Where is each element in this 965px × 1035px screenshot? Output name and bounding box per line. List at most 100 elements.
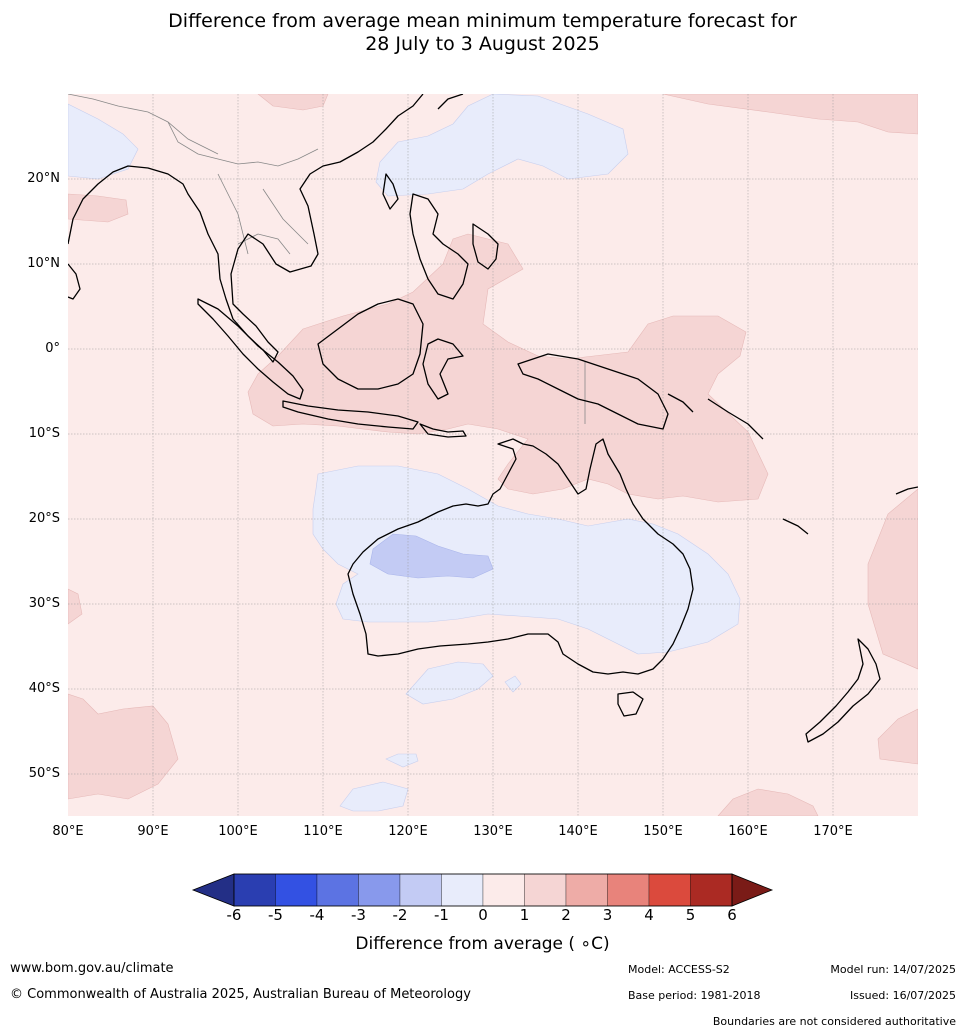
lat-label-20n: 20°N [27, 171, 60, 186]
warm-region-bay-of-bengal [68, 193, 129, 223]
lon-label-170e: 170°E [813, 824, 853, 839]
colorbar-segment [607, 873, 650, 907]
colorbar-tick: -2 [392, 906, 408, 924]
border-china-north [68, 94, 219, 155]
graticule [68, 94, 918, 816]
colorbar-tick: -3 [351, 906, 366, 924]
forecast-map [68, 94, 918, 816]
colorbar-segment [690, 873, 733, 907]
border-laos-vietnam [262, 188, 309, 245]
colorbar-tick: -4 [309, 906, 325, 924]
coastline-fiji [895, 486, 918, 495]
coastline-asia [68, 94, 424, 363]
copyright-text: © Commonwealth of Australia 2025, Austra… [10, 987, 471, 1002]
cool-region-south-china [68, 103, 139, 180]
issued-text: Issued: 16/07/2025 [849, 989, 956, 1002]
colorbar-segment [441, 873, 484, 907]
coastline-new-britain [667, 393, 694, 413]
coastline-borneo [317, 298, 424, 390]
cool-region-western-pacific [375, 94, 629, 197]
colorbar-tick: -1 [434, 906, 449, 924]
coastline-new-caledonia [782, 518, 809, 535]
coastline-mindanao [472, 223, 499, 270]
border-myanmar-thailand [217, 173, 249, 255]
warm-region-north-pacific [662, 94, 918, 135]
colorbar-segment [316, 873, 359, 907]
lat-label-10s: 10°S [28, 426, 60, 441]
colorbar-segment [358, 873, 401, 907]
coastline-taiwan [382, 173, 399, 210]
country-borders [68, 94, 586, 424]
colorbar-segment [648, 873, 691, 907]
lon-label-160e: 160°E [728, 824, 768, 839]
colorbar-tick: 3 [602, 906, 613, 924]
coastline-sumatra [197, 298, 304, 400]
colorbar-tick: 4 [644, 906, 654, 924]
colorbar-segment [233, 873, 276, 907]
coastline-philippines [409, 193, 469, 300]
border-indochina-north [167, 121, 319, 167]
warm-region-north-china [257, 94, 329, 111]
coastline-india [68, 263, 81, 300]
lon-label-100e: 100°E [218, 824, 258, 839]
lon-label-130e: 130°E [473, 824, 513, 839]
lat-label-30s: 30°S [28, 596, 60, 611]
colorbar-segment [524, 873, 567, 907]
cool-anomaly-regions [68, 94, 741, 812]
coastline-sulawesi [422, 338, 464, 400]
map-title: Difference from average mean minimum tem… [0, 10, 965, 56]
border-thailand-cambodia [237, 233, 291, 255]
coastline-australia [347, 438, 694, 675]
colorbar-tick: 5 [685, 906, 696, 924]
warm-region-southeast [877, 708, 918, 765]
lat-label-10n: 10°N [27, 256, 60, 271]
colorbar-tick: -6 [226, 906, 242, 924]
lat-label-equator: 0° [45, 341, 60, 356]
base-period-text: Base period: 1981-2018 [628, 989, 761, 1002]
cool-region-southern-ocean [339, 781, 409, 812]
warm-region-maritime-continent [247, 233, 769, 503]
colorbar [191, 873, 774, 907]
coastline-lesser-sunda [419, 423, 467, 438]
lon-label-90e: 90°E [137, 824, 169, 839]
coastline-korea [437, 94, 464, 110]
coastline-new-guinea [517, 353, 669, 430]
colorbar-outline [233, 873, 733, 907]
colorbar-segment [275, 873, 318, 907]
lat-label-20s: 20°S [28, 511, 60, 526]
colorbar-extend-high [731, 873, 774, 907]
warm-anomaly-regions [68, 94, 918, 816]
lat-label-40s: 40°S [28, 681, 60, 696]
colorbar-tick: 2 [561, 906, 571, 924]
warm-region-southern-indian [68, 693, 179, 800]
colorbar-segment [399, 873, 442, 907]
title-line-2: 28 July to 3 August 2025 [365, 33, 600, 55]
colorbar-label: Difference from average ( ∘C) [355, 934, 610, 954]
colorbar-segments [233, 873, 733, 907]
website-link[interactable]: www.bom.gov.au/climate [10, 961, 174, 976]
colorbar-segment [565, 873, 608, 907]
colorbar-tick: 6 [727, 906, 737, 924]
lon-label-110e: 110°E [303, 824, 343, 839]
colorbar-tick: 0 [478, 906, 488, 924]
lon-label-150e: 150°E [643, 824, 683, 839]
map-svg [68, 94, 918, 816]
colorbar-segment [482, 873, 525, 907]
coastline-java-bali [282, 400, 419, 430]
lon-label-80e: 80°E [52, 824, 84, 839]
title-line-1: Difference from average mean minimum tem… [168, 10, 797, 32]
disclaimer-text: Boundaries are not considered authoritat… [712, 1015, 956, 1028]
lon-label-120e: 120°E [388, 824, 428, 839]
coastline-tasmania [617, 691, 644, 717]
cool-region-southern-ocean-small [385, 753, 419, 768]
cool-region-great-australian-bight [405, 661, 494, 705]
model-text: Model: ACCESS-S2 [628, 963, 730, 976]
cool-region-australia [312, 465, 741, 655]
lat-label-50s: 50°S [28, 766, 60, 781]
coastlines [68, 94, 918, 743]
lon-label-140e: 140°E [558, 824, 598, 839]
colorbar-tick: 1 [519, 906, 530, 924]
warm-region-west-indian [68, 588, 83, 625]
warm-region-south-pacific [717, 788, 819, 816]
coastline-solomon-islands [707, 398, 764, 440]
